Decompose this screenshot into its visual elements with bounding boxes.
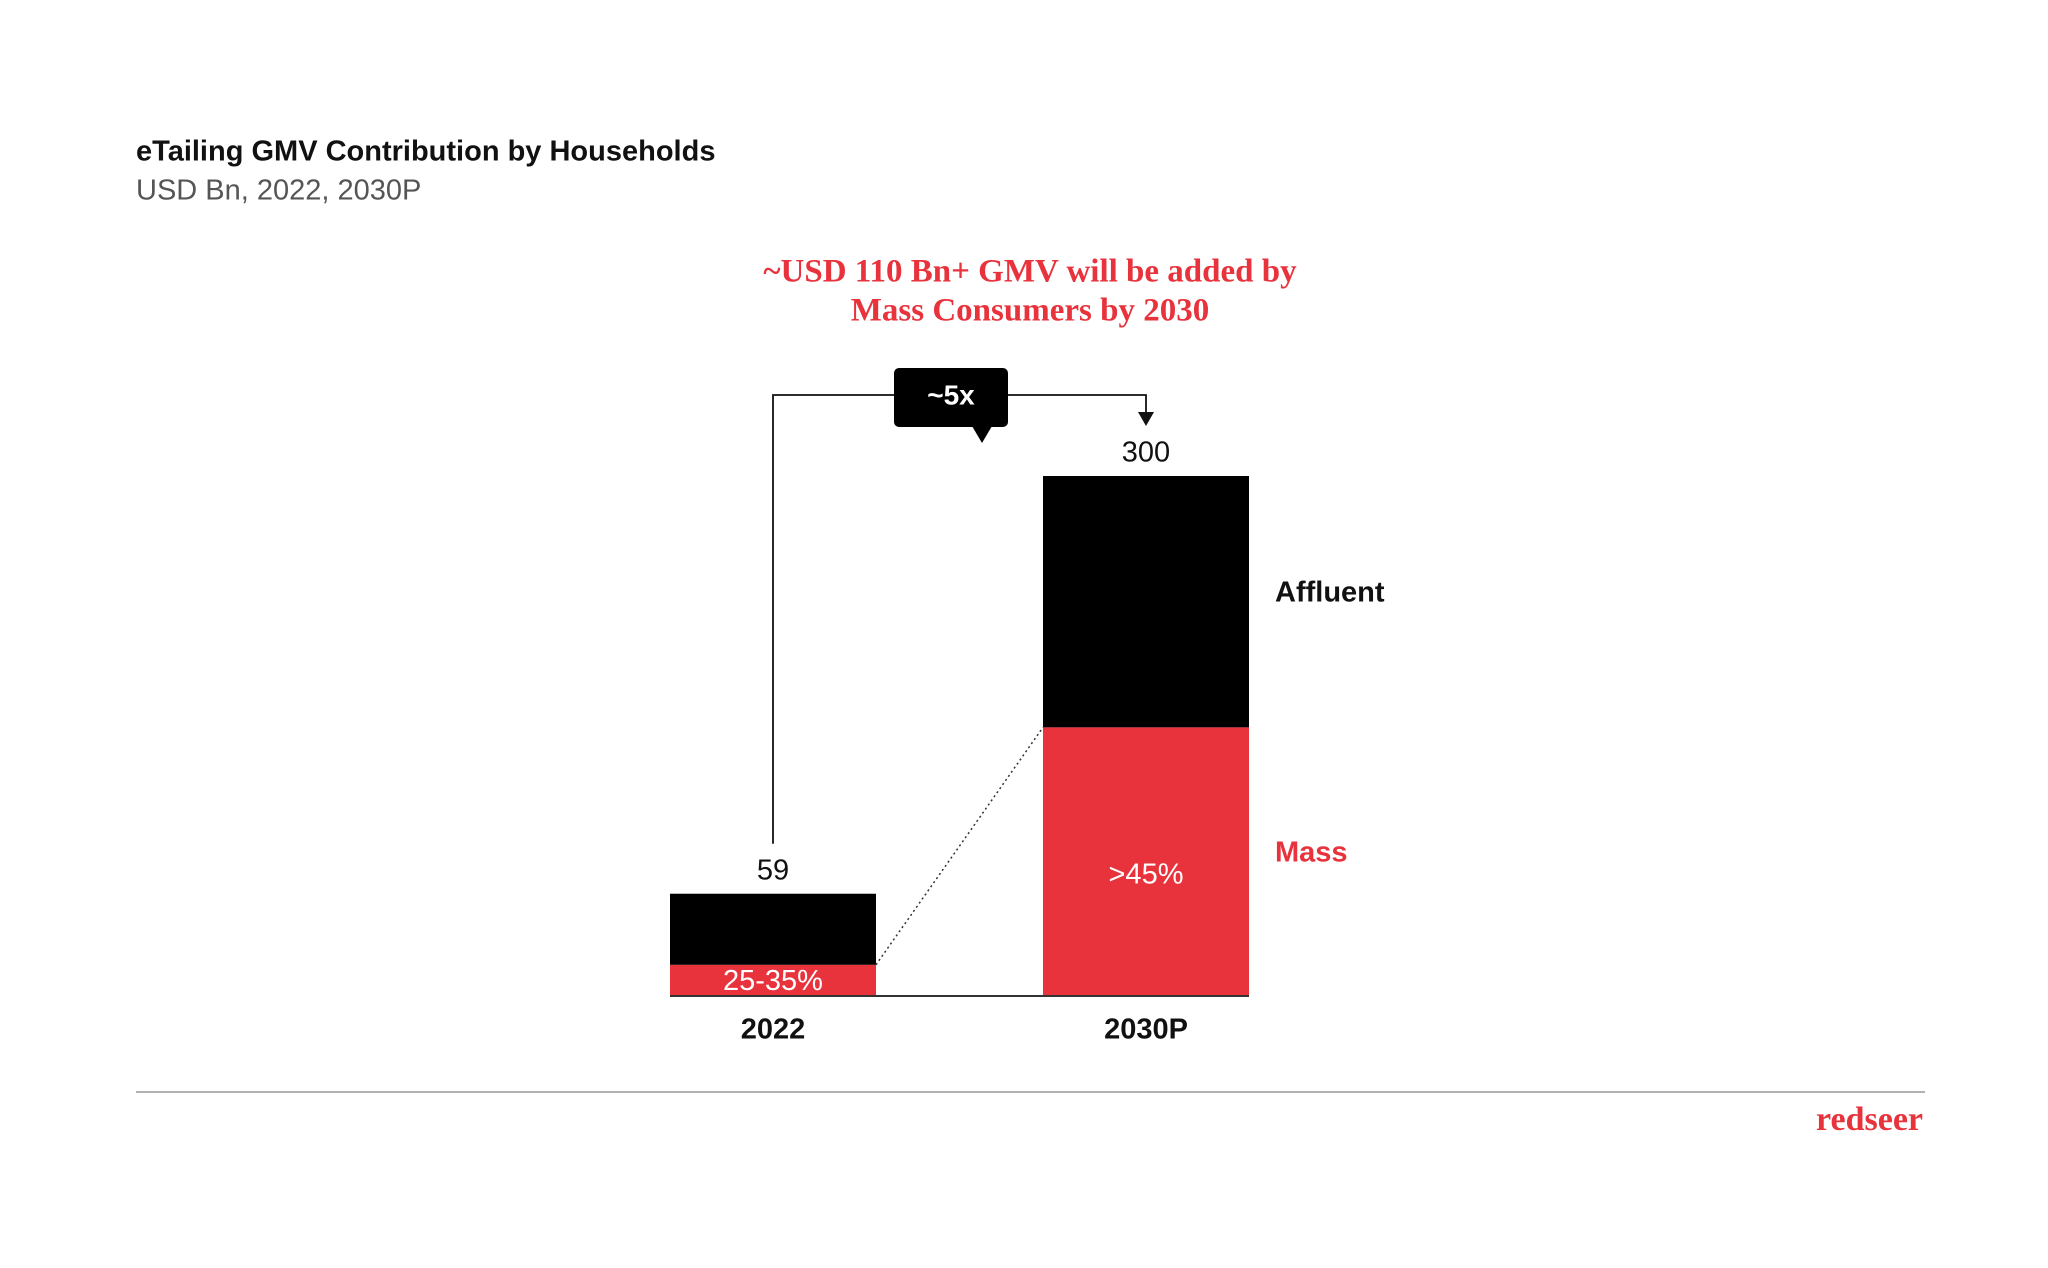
chart-title: eTailing GMV Contribution by Households — [136, 136, 715, 168]
connector — [875, 726, 1044, 966]
legend-label: Affluent — [1275, 576, 1385, 608]
share-label: 25-35% — [723, 965, 823, 997]
growth-badge — [894, 368, 1008, 427]
chart-subtitle: USD Bn, 2022, 2030P — [136, 175, 421, 207]
headline: ~USD 110 Bn+ GMV will be added by — [763, 254, 1297, 290]
growth-label: ~5x — [927, 379, 975, 410]
bar-segment — [1043, 476, 1249, 728]
share-label: >45% — [1109, 858, 1184, 890]
brand-logo: redseer — [1816, 1101, 1923, 1138]
legend-label: Mass — [1275, 836, 1348, 868]
badge-pointer — [972, 426, 992, 443]
total-label: 59 — [757, 854, 789, 886]
bar-segment — [670, 964, 876, 996]
bar-segment — [1043, 727, 1249, 996]
x-tick-label: 2030P — [1104, 1014, 1188, 1046]
x-tick-label: 2022 — [741, 1014, 806, 1046]
arrow-head — [1138, 412, 1154, 426]
headline: Mass Consumers by 2030 — [851, 293, 1209, 329]
bar-segment — [670, 893, 876, 965]
total-label: 300 — [1122, 437, 1170, 469]
